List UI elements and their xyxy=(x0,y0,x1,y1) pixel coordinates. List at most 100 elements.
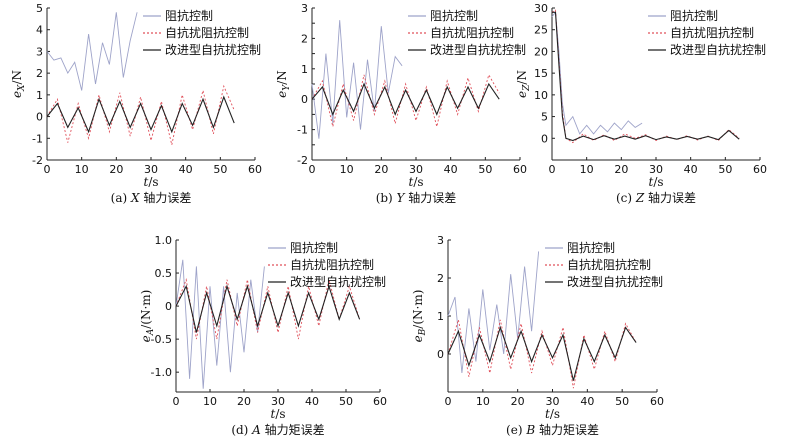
series-line-1 xyxy=(447,251,540,374)
y-axis-label: eB/(N·m) xyxy=(411,290,428,343)
y-tick-label: 1 xyxy=(437,310,444,323)
x-tick-label: 50 xyxy=(615,395,629,408)
x-tick-label: 0 xyxy=(309,163,316,176)
y-tick-label: 5 xyxy=(36,2,43,15)
x-tick-label: 30 xyxy=(546,395,560,408)
x-tick-label: 60 xyxy=(513,163,527,176)
series-line-2 xyxy=(46,84,235,145)
legend-label: 改进型自抗扰控制 xyxy=(290,274,386,289)
x-axis-label: t/s xyxy=(648,175,663,189)
x-tick-label: 60 xyxy=(753,163,767,176)
y-tick-label: -2 xyxy=(297,154,308,167)
x-tick-label: 20 xyxy=(237,395,251,408)
x-tick-label: 40 xyxy=(444,163,458,176)
series-line-1 xyxy=(46,12,138,91)
x-tick-label: 10 xyxy=(75,163,89,176)
x-tick-label: 0 xyxy=(445,395,452,408)
x-tick-label: 0 xyxy=(44,163,51,176)
y-tick-label: 0 xyxy=(165,300,172,313)
y-tick-label: 0 xyxy=(541,132,548,145)
series-line-1 xyxy=(311,20,403,139)
legend-label: 自抗扰阻抗控制 xyxy=(670,25,754,40)
chart-c: 0 10 20 30 40 50 60 0 5 10 15 20 25 30 阻抗控制自抗扰阻抗控制改进型自… xyxy=(515,2,767,205)
y-tick-label: 25 xyxy=(534,24,548,37)
y-tick-label: 4 xyxy=(36,24,43,37)
x-tick-label: 0 xyxy=(173,395,180,408)
x-axis-label: t/s xyxy=(545,407,560,421)
x-tick-label: 10 xyxy=(203,395,217,408)
x-tick-label: 60 xyxy=(248,163,262,176)
legend-label: 改进型自抗扰控制 xyxy=(567,274,663,289)
series-line-3 xyxy=(46,95,235,134)
subplot-caption: (e) B 轴力矩误差 xyxy=(506,422,599,437)
series-line-1 xyxy=(551,11,643,135)
y-axis-label: eA/(N·m) xyxy=(139,290,156,343)
x-tick-label: 20 xyxy=(109,163,123,176)
legend-label: 改进型自抗扰控制 xyxy=(165,42,261,57)
y-tick-label: 15 xyxy=(534,67,548,80)
y-tick-label: 5 xyxy=(541,111,548,124)
series-line-2 xyxy=(175,278,361,340)
y-tick-label: 1 xyxy=(36,89,43,102)
subplot-caption: (d) A 轴力矩误差 xyxy=(231,422,324,437)
legend-label: 自抗扰阻抗控制 xyxy=(165,25,249,40)
y-tick-label: 3 xyxy=(437,234,444,247)
x-tick-label: 40 xyxy=(305,395,319,408)
x-tick-label: 10 xyxy=(580,163,594,176)
y-tick-label: 2 xyxy=(437,272,444,285)
chart-d: 0 10 20 30 40 50 60 -1.0 -0.5 0 0.5 1.0 阻抗控制自抗扰阻抗控制改… xyxy=(139,234,387,437)
legend-label: 自抗扰阻抗控制 xyxy=(430,25,514,40)
series-line-3 xyxy=(311,82,500,116)
x-tick-label: 50 xyxy=(339,395,353,408)
series-line-3 xyxy=(552,11,740,142)
x-axis-label: t/s xyxy=(408,175,423,189)
x-tick-label: 50 xyxy=(478,163,492,176)
x-tick-label: 30 xyxy=(409,163,423,176)
y-tick-label: 1.0 xyxy=(155,234,173,247)
x-tick-label: 20 xyxy=(614,163,628,176)
y-tick-label: 1 xyxy=(301,63,308,76)
x-tick-label: 40 xyxy=(684,163,698,176)
y-tick-label: -1.0 xyxy=(151,366,172,379)
x-tick-label: 30 xyxy=(649,163,663,176)
series-line-2 xyxy=(311,73,500,127)
series-line-1 xyxy=(175,259,265,389)
y-tick-label: 0 xyxy=(437,348,444,361)
x-tick-label: 50 xyxy=(213,163,227,176)
y-tick-label: 3 xyxy=(301,2,308,15)
legend-label: 改进型自抗扰控制 xyxy=(430,42,526,57)
series-line-2 xyxy=(551,9,740,144)
subplot-caption: (b) Y 轴力误差 xyxy=(376,190,457,205)
legend-label: 阻抗控制 xyxy=(430,8,478,23)
y-tick-label: 10 xyxy=(534,89,548,102)
series-line-3 xyxy=(175,284,361,333)
x-tick-label: 60 xyxy=(650,395,664,408)
y-tick-label: 0 xyxy=(301,93,308,106)
x-tick-label: 0 xyxy=(549,163,556,176)
x-axis-label: t/s xyxy=(270,407,285,421)
x-tick-label: 30 xyxy=(144,163,158,176)
y-tick-label: -1 xyxy=(297,124,308,137)
x-tick-label: 40 xyxy=(580,395,594,408)
y-tick-label: 30 xyxy=(534,2,548,15)
y-tick-label: -2 xyxy=(32,154,43,167)
y-axis-label: eZ/N xyxy=(515,70,532,98)
y-tick-label: 2 xyxy=(36,67,43,80)
x-axis-label: t/s xyxy=(143,175,158,189)
chart-b: 0 10 20 30 40 50 60 -2 -1 0 1 2 3 阻抗控制自抗扰阻抗控制改进型自抗扰控制… xyxy=(275,2,527,205)
subplot-caption: (a) X 轴力误差 xyxy=(111,190,192,205)
y-tick-label: 0.5 xyxy=(155,267,173,280)
x-tick-label: 20 xyxy=(374,163,388,176)
x-tick-label: 40 xyxy=(179,163,193,176)
legend-label: 阻抗控制 xyxy=(670,8,718,23)
series-line-2 xyxy=(447,319,637,389)
x-tick-label: 30 xyxy=(271,395,285,408)
x-tick-label: 60 xyxy=(373,395,387,408)
y-tick-label: -0.5 xyxy=(151,333,172,346)
legend-label: 自抗扰阻抗控制 xyxy=(567,257,651,272)
legend-label: 阻抗控制 xyxy=(567,240,615,255)
y-tick-label: 3 xyxy=(36,45,43,58)
y-tick-label: 0 xyxy=(36,111,43,124)
